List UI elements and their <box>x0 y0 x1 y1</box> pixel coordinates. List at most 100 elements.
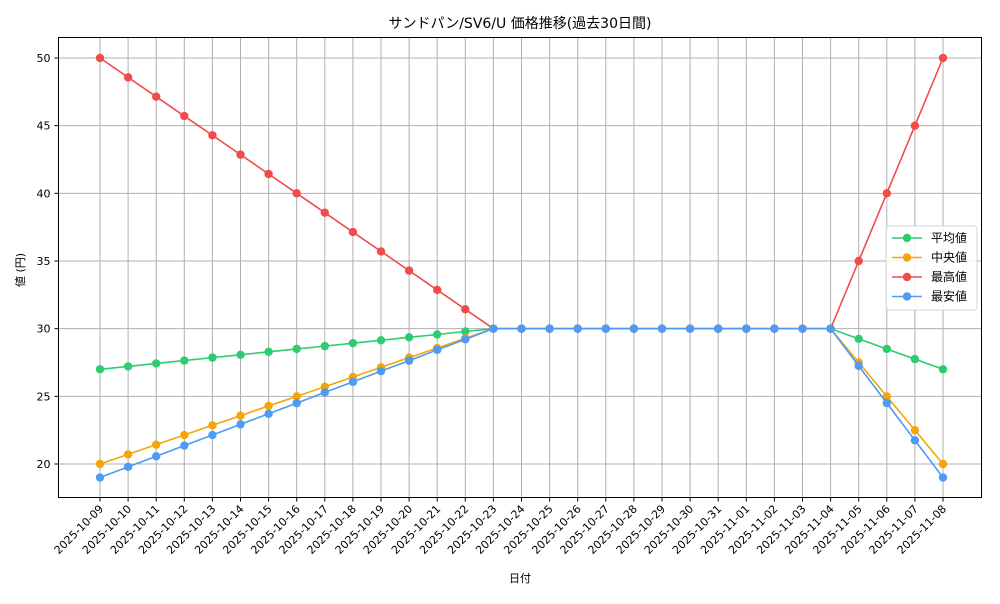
y-tick-label: 40 <box>37 187 51 200</box>
data-point <box>236 420 245 429</box>
legend-label: 最安値 <box>931 289 967 304</box>
series-layer <box>95 53 948 482</box>
data-point <box>123 450 133 459</box>
data-point <box>152 440 161 449</box>
data-point <box>152 359 161 368</box>
data-point <box>236 150 245 159</box>
data-point <box>882 189 891 198</box>
data-point <box>180 111 189 121</box>
data-point <box>292 189 301 198</box>
data-point <box>123 73 133 82</box>
data-point <box>489 324 498 333</box>
data-point <box>123 462 133 472</box>
data-point <box>910 436 920 445</box>
data-point <box>404 333 414 342</box>
data-point <box>938 459 948 469</box>
data-point <box>854 256 863 266</box>
y-tick-label: 25 <box>37 390 51 403</box>
data-point <box>433 345 442 355</box>
data-point <box>292 344 301 354</box>
y-axis: 20 25 30 35 40 45 50 <box>37 52 59 471</box>
data-point <box>404 266 414 275</box>
data-point <box>208 353 217 362</box>
data-point <box>236 411 245 420</box>
data-point <box>348 377 358 387</box>
data-point <box>180 430 189 440</box>
data-point <box>882 392 891 401</box>
data-point <box>264 409 273 418</box>
data-point <box>938 473 948 482</box>
data-point <box>910 425 920 435</box>
data-point <box>264 401 273 411</box>
data-point <box>657 324 667 333</box>
data-point <box>208 430 217 440</box>
data-point <box>208 131 217 140</box>
data-point <box>180 356 189 365</box>
data-point <box>264 347 273 357</box>
y-tick-label: 30 <box>37 323 51 336</box>
data-point <box>461 327 470 336</box>
data-point <box>264 169 273 179</box>
data-point <box>601 324 610 333</box>
data-point <box>770 324 779 333</box>
data-point <box>348 227 358 237</box>
data-point <box>320 208 329 217</box>
data-point <box>910 121 920 130</box>
grid-lines <box>58 37 982 498</box>
legend-label: 中央値 <box>931 250 967 265</box>
series-最安値 <box>95 324 948 482</box>
data-point <box>742 324 751 333</box>
legend-label: 最高値 <box>931 269 967 284</box>
data-point <box>348 338 358 348</box>
data-point <box>629 324 639 333</box>
data-point <box>95 365 105 374</box>
plot-frame <box>58 37 982 498</box>
y-tick-label: 50 <box>37 52 51 65</box>
data-point <box>95 473 105 482</box>
data-point <box>854 361 863 371</box>
data-point <box>882 398 891 408</box>
data-point <box>152 92 161 101</box>
legend-label: 平均値 <box>931 230 967 245</box>
data-point <box>180 441 189 450</box>
data-point <box>208 421 217 430</box>
data-point <box>882 344 891 354</box>
chart-title: サンドパン/SV6/U 価格推移(過去30日間) <box>389 16 652 32</box>
data-point <box>433 285 442 295</box>
data-point <box>320 341 329 351</box>
data-point <box>95 53 105 63</box>
data-point <box>910 354 920 364</box>
data-point <box>292 392 301 401</box>
x-axis-label: 日付 <box>509 572 531 585</box>
y-tick-label: 20 <box>37 458 51 471</box>
data-point <box>938 53 948 63</box>
data-point <box>938 365 948 374</box>
x-axis: 2025-10-092025-10-102025-10-112025-10-12… <box>52 497 949 557</box>
data-point <box>376 366 386 376</box>
data-point <box>798 324 807 333</box>
data-point <box>545 324 554 333</box>
data-point <box>461 305 470 314</box>
data-point <box>236 350 245 359</box>
data-point <box>376 247 386 256</box>
data-point <box>714 324 723 333</box>
data-point <box>826 324 835 333</box>
data-point <box>95 459 105 469</box>
data-point <box>517 324 526 333</box>
data-point <box>433 330 442 339</box>
y-axis-label: 値 (円) <box>14 253 27 287</box>
data-point <box>461 335 470 344</box>
data-point <box>854 334 863 344</box>
data-point <box>152 452 161 461</box>
data-point <box>685 324 695 333</box>
data-point <box>292 398 301 408</box>
data-point <box>320 388 329 397</box>
data-point <box>376 336 386 345</box>
y-tick-label: 35 <box>37 255 51 268</box>
data-point <box>573 324 582 333</box>
data-point <box>404 356 414 365</box>
data-point <box>123 362 133 371</box>
